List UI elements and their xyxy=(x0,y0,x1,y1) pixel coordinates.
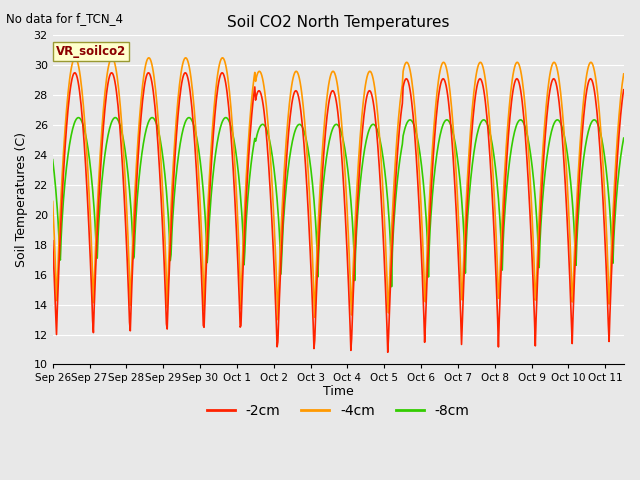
X-axis label: Time: Time xyxy=(323,385,353,398)
Y-axis label: Soil Temperatures (C): Soil Temperatures (C) xyxy=(15,132,28,267)
Text: No data for f_TCN_4: No data for f_TCN_4 xyxy=(6,12,124,25)
Legend: -2cm, -4cm, -8cm: -2cm, -4cm, -8cm xyxy=(201,398,475,423)
Title: Soil CO2 North Temperatures: Soil CO2 North Temperatures xyxy=(227,15,449,30)
Text: VR_soilco2: VR_soilco2 xyxy=(56,45,126,58)
